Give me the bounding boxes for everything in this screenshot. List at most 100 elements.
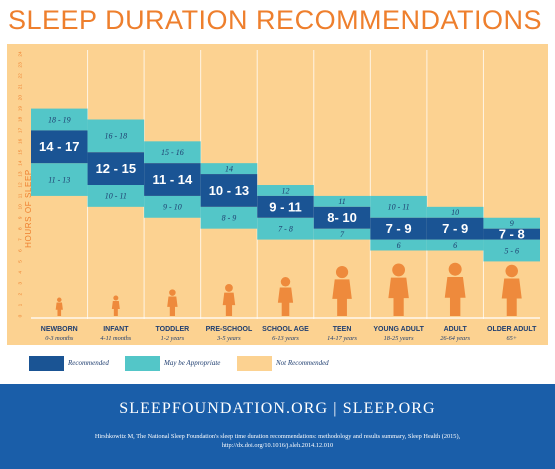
label-may-be-appropriate-upper: 10	[451, 208, 459, 217]
bar-may-be-appropriate-upper	[144, 141, 201, 164]
person-body	[444, 277, 466, 316]
person-silhouette-icon	[167, 289, 178, 316]
y-tick-label: 6	[17, 249, 23, 252]
footer: SLEEPFOUNDATION.ORG | SLEEP.ORG Hirshkow…	[0, 384, 555, 469]
bar-recommended	[370, 217, 427, 240]
bar-recommended	[87, 152, 145, 185]
bar-may-be-appropriate-upper	[87, 119, 145, 153]
label-may-be-appropriate-upper: 15 - 16	[161, 148, 184, 157]
person-head	[392, 263, 406, 277]
bar-may-be-appropriate-upper	[31, 108, 88, 131]
person-head	[448, 262, 462, 276]
person-silhouette-icon	[444, 262, 466, 316]
legend-label-may-be-appropriate: May be Appropriate	[164, 359, 221, 367]
bar-may-be-appropriate-upper	[257, 185, 314, 196]
legend-swatch-not-recommended	[237, 356, 272, 371]
y-axis-label: HOURS OF SLEEP	[23, 169, 33, 248]
category-label: SCHOOL AGE	[262, 326, 309, 333]
person-head	[505, 264, 518, 278]
bar-recommended	[313, 206, 371, 229]
person-silhouette-icon	[388, 263, 409, 316]
label-may-be-appropriate-lower: 9 - 10	[163, 203, 182, 212]
category-age-label: 0-3 months	[45, 335, 74, 342]
bar-may-be-appropriate-upper	[370, 195, 427, 218]
label-recommended: 14 - 17	[39, 139, 79, 154]
citation-line-1: Hirshkowitz M, The National Sleep Founda…	[94, 433, 461, 440]
y-tick-label: 0	[17, 314, 23, 317]
y-tick-label: 9	[17, 216, 23, 219]
bar-may-be-appropriate-lower	[257, 217, 314, 240]
label-may-be-appropriate-upper: 10 - 11	[388, 203, 410, 212]
label-may-be-appropriate-lower: 5 - 6	[504, 246, 519, 255]
bar-recommended	[31, 130, 88, 164]
person-silhouette-icon	[332, 265, 352, 316]
person-head	[113, 295, 119, 301]
label-recommended: 7 - 8	[499, 227, 525, 242]
bar-recommended	[257, 195, 314, 218]
y-tick-label: 23	[17, 62, 23, 68]
y-tick-label: 20	[17, 95, 23, 101]
person-head	[169, 289, 176, 296]
category-label: TEEN	[333, 326, 352, 333]
label-may-be-appropriate-upper: 9	[510, 219, 514, 228]
category-age-label: 65+	[506, 335, 517, 342]
category-age-label: 1-2 years	[161, 335, 185, 342]
person-body	[388, 277, 409, 316]
chart-title: SLEEP DURATION RECOMMENDATIONS	[8, 5, 543, 35]
person-body	[167, 296, 178, 316]
bar-recommended	[483, 228, 540, 240]
label-recommended: 7 - 9	[386, 221, 412, 236]
person-silhouette-icon	[111, 295, 120, 316]
bar-may-be-appropriate-lower	[87, 185, 145, 207]
person-head	[335, 265, 349, 279]
category-age-label: 6-13 years	[272, 335, 299, 342]
citation: Hirshkowitz M, The National Sleep Founda…	[60, 432, 495, 450]
category-age-label: 14-17 years	[327, 335, 357, 342]
person-silhouette-icon	[501, 264, 522, 316]
person-body	[55, 302, 63, 316]
label-may-be-appropriate-upper: 16 - 18	[104, 132, 127, 141]
legend-label-recommended: Recommended	[68, 359, 109, 367]
person-head	[280, 277, 291, 287]
category-age-label: 3-5 years	[216, 335, 241, 342]
bar-may-be-appropriate-lower	[144, 195, 201, 218]
label-may-be-appropriate-upper: 11	[338, 197, 345, 206]
bar-may-be-appropriate-upper	[426, 206, 484, 218]
bar-may-be-appropriate-upper	[313, 195, 371, 207]
y-tick-label: 14	[17, 160, 23, 166]
y-tick-label: 8	[17, 227, 23, 230]
legend-swatch-may-be-appropriate	[125, 356, 160, 371]
category-label: ADULT	[444, 326, 468, 333]
label-recommended: 12 - 15	[96, 161, 136, 176]
y-tick-label: 16	[17, 138, 23, 144]
bar-may-be-appropriate-lower	[370, 239, 427, 251]
y-tick-label: 5	[17, 260, 23, 263]
label-recommended: 8- 10	[327, 210, 357, 225]
category-label: TODDLER	[156, 326, 190, 333]
y-tick-label: 2	[17, 293, 23, 296]
category-age-label: 4-11 months	[100, 335, 131, 342]
bar-may-be-appropriate-lower	[200, 206, 258, 229]
bar-may-be-appropriate-lower	[426, 239, 484, 251]
label-may-be-appropriate-lower: 11 - 13	[48, 175, 70, 184]
y-tick-label: 24	[17, 51, 23, 57]
sleep-duration-chart: 0123456789101112131415161718192021222324…	[17, 50, 540, 342]
label-may-be-appropriate-lower: 8 - 9	[222, 214, 237, 223]
y-tick-label: 18	[17, 117, 23, 123]
label-may-be-appropriate-lower: 6	[453, 241, 457, 250]
category-label: NEWBORN	[41, 326, 78, 333]
label-recommended: 9 - 11	[269, 199, 302, 214]
person-body	[222, 292, 236, 316]
label-may-be-appropriate-upper: 18 - 19	[48, 115, 71, 124]
person-silhouette-icon	[222, 284, 236, 316]
y-tick-label: 22	[17, 73, 23, 79]
chart-panel: 0 1 2 3 4 5 6 7 8 9 10 11 12 13 14 15 16 17 18 19 20 21 22 23 24…	[7, 44, 548, 345]
label-may-be-appropriate-lower: 7	[340, 230, 345, 239]
bar-may-be-appropriate-lower	[483, 239, 540, 262]
bar-recommended	[426, 217, 484, 240]
person-body	[277, 287, 294, 316]
bar-may-be-appropriate-upper	[483, 217, 540, 229]
y-tick-label: 10	[17, 204, 23, 210]
label-recommended: 7 - 9	[442, 221, 468, 236]
y-tick-label: 4	[17, 271, 23, 274]
